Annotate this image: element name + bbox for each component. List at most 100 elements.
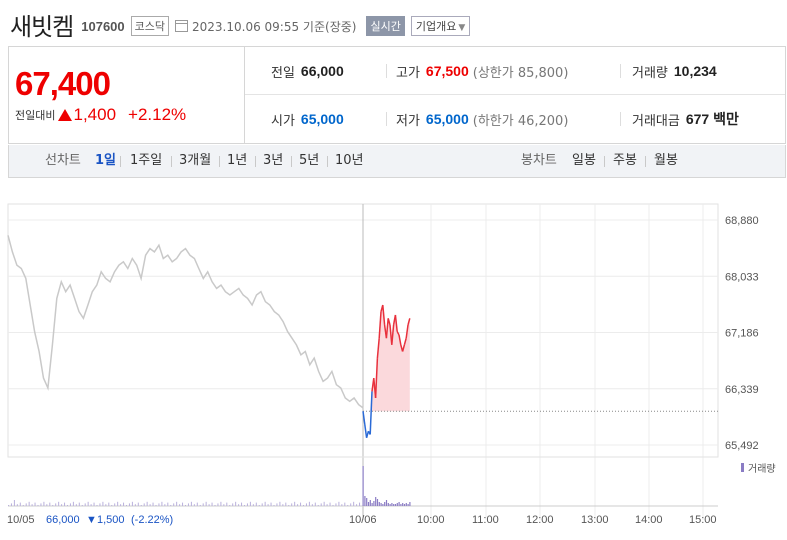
calendar-icon [175,20,189,32]
volume-bar [146,501,148,506]
volume-bar [282,504,284,506]
today-line-segment [378,311,382,339]
volume-bar [375,497,377,506]
y-tick-label: 67,186 [725,328,759,340]
volume-bar [187,503,189,506]
change-label: 전일대비 [15,109,56,122]
volume-bar [288,505,290,506]
volume-bar [255,502,257,506]
up-triangle-icon [58,109,73,121]
stat-value: 67,500 [425,63,469,79]
x-tick-label: 12:00 [526,514,554,526]
volume-legend-swatch [741,463,744,472]
volume-bar [176,501,178,506]
tab-1week[interactable]: 1주일 [130,153,163,168]
today-line-segment [387,318,391,326]
stat-amount: 거래대금 677 백만 [632,95,739,143]
volume-bar [276,503,278,506]
volume-bar [99,503,101,506]
divider [255,156,256,167]
volume-bar [380,503,382,506]
tab-1year[interactable]: 1년 [227,153,248,168]
tab-3year[interactable]: 3년 [263,153,284,168]
volume-bar [43,501,45,506]
divider [386,64,387,78]
stat-value: 65,000 [300,111,344,127]
volume-bar [329,502,331,506]
change-percent: +2.12% [128,105,187,124]
today-line-segment [385,318,389,339]
y-tick-label: 66,339 [725,384,759,396]
price-summary: 67,400 전일대비 1,400 +2.12% 전일 66,000 고가 67… [8,46,786,144]
volume-bar [249,501,251,506]
volume-bar [398,502,400,506]
stats-row: 시가 65,000 저가 65,000 (하한가 46,200) 거래대금 67… [245,95,785,143]
tab-10year[interactable]: 10년 [335,153,364,168]
intraday-price-chart: 68,880 68,033 67,186 66,339 65,492 10/05 10/06… [7,203,776,526]
tab-daily-candle[interactable]: 일봉 [572,153,596,168]
candle-chart-label: 봉차트 [521,153,557,168]
volume-bar [202,503,204,506]
volume-bar [332,505,334,506]
volume-bar [167,502,169,506]
volume-bar [391,503,393,506]
volume-bar [366,498,368,506]
tab-monthly-candle[interactable]: 월봉 [654,153,678,168]
volume-bar [359,502,361,506]
tab-weekly-candle[interactable]: 주봉 [613,153,637,168]
volume-bar [341,504,343,506]
volume-bar [320,503,322,506]
today-line-segment [403,338,407,346]
volume-bar [382,504,384,506]
divider [291,156,292,167]
volume-bar [317,505,319,506]
volume-bar [78,502,80,506]
volume-bar [190,501,192,506]
volume-bar [373,501,375,506]
today-line-segment [382,304,386,325]
axis-labels: 68,88068,03367,18666,33965,49210/0510/06… [349,215,759,526]
volume-bar [407,504,409,506]
realtime-button[interactable]: 실시간 [366,15,405,36]
volume-bar [244,505,245,506]
x-tick-label: 11:00 [472,514,499,526]
company-info-dropdown[interactable]: 기업개요 ▼ [410,15,471,36]
volume-bar [81,505,83,506]
volume-bar [252,504,254,506]
volume-bar [291,503,293,506]
volume-bar [300,502,302,506]
today-up-fill [363,305,410,412]
tab-1day[interactable]: 1일 [95,153,117,168]
volume-bar [409,502,411,506]
volume-bar [369,500,371,506]
volume-bar [152,502,154,506]
volume-bar [400,504,402,506]
volume-bar [96,505,98,506]
stock-header: 새빗켐 107600 코스닥 2023.10.06 09:55 기준(장중) 실… [10,8,471,41]
volume-bar [323,501,325,506]
volume-bar [305,503,307,506]
volume-bar [261,503,263,506]
volume-bar [87,501,89,506]
volume-bar [378,502,380,506]
volume-bar [64,502,66,506]
volume-bar [143,503,145,506]
volume-bar [208,504,210,506]
volume-legend: 거래량 [748,463,776,475]
tab-5year[interactable]: 5년 [299,153,320,168]
divider [620,112,621,126]
tab-3month[interactable]: 3개월 [179,153,212,168]
divider [219,156,220,167]
stat-high: 고가 67,500 (상한가 85,800) [396,47,568,95]
volume-bar [164,504,166,506]
volume-bar [22,505,24,506]
volume-bar [158,503,160,506]
volume-bar [220,501,222,506]
company-info-label: 기업개요 [415,19,457,33]
volume-bar [69,503,71,506]
volume-bar [140,505,142,506]
volume-bar [185,505,186,506]
volume-bar [258,505,260,506]
volume-bar [335,503,337,506]
volume-bar [326,504,328,506]
